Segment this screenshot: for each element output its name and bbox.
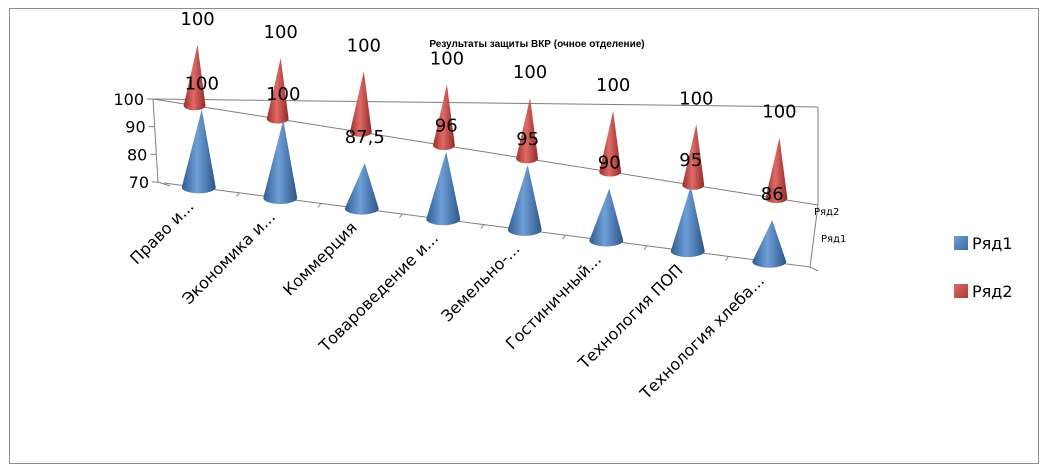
cone-Ряд1-2: [263, 119, 298, 204]
cone-chart: Результаты защиты ВКР (очное отделение) …: [113, 9, 1013, 404]
cone-Ряд2-7: [682, 124, 705, 190]
y-tick-label: 70: [129, 173, 149, 192]
x-tick-mark: [317, 202, 322, 208]
data-label-Ряд2-3: 100: [347, 35, 381, 56]
data-labels-layer: 100 100 100 100 100 100 100 100 100 100 87,5 96 95 90…: [180, 9, 796, 205]
legend-label: Ряд2: [972, 282, 1013, 301]
back-wall-top: [152, 98, 819, 108]
category-label: Коммерция: [279, 218, 360, 299]
x-tick-mark: [236, 192, 240, 197]
cone-Ряд2-5: [516, 97, 538, 164]
x-tick-mark: [480, 224, 485, 229]
data-label-Ряд1-4: 96: [435, 116, 458, 137]
x-tick-mark: [399, 213, 403, 219]
cone-Ряд2-8: [765, 137, 788, 204]
category-label: Право и...: [126, 197, 197, 268]
chart-title: Результаты защиты ВКР (очное отделение): [429, 39, 644, 50]
cone-Ряд1-3: [344, 163, 379, 215]
data-label-Ряд2-7: 100: [679, 88, 713, 109]
depth-axis-label: Ряд2: [814, 207, 839, 218]
category-label: Земельно-...: [437, 239, 523, 325]
cone-Ряд2-1: [183, 44, 206, 111]
category-label: Экономика и...: [178, 207, 279, 308]
depth-axis-label: Ряд1: [821, 234, 846, 245]
cone-Ряд2-2: [266, 58, 289, 124]
data-label-Ряд1-1: 100: [185, 73, 219, 94]
cone-Ряд2-3: [349, 71, 372, 137]
cone-Ряд2-4: [433, 84, 455, 151]
depth-axis-labels: Ряд2 Ряд1: [814, 207, 846, 245]
cone-Ряд1-6: [589, 188, 624, 247]
data-label-Ряд2-5: 100: [513, 62, 547, 83]
legend-label: Ряд1: [972, 234, 1013, 253]
legend: Ряд1 Ряд2: [954, 234, 1013, 301]
y-axis-ticks: 70 80 90 100: [113, 90, 149, 192]
floor-corner: [809, 266, 819, 272]
x-tick-mark: [562, 234, 566, 240]
cone-Ряд1-1: [181, 109, 216, 194]
data-label-Ряд2-6: 100: [596, 75, 630, 96]
cone-Ряд1-8: [752, 220, 787, 268]
data-label-Ряд1-3: 87,5: [345, 127, 385, 148]
data-label-Ряд1-6: 90: [598, 152, 621, 173]
cone-Ряд2-6: [599, 111, 622, 177]
data-label-Ряд1-2: 100: [266, 84, 300, 105]
chart-area: Результаты защиты ВКР (очное отделение) …: [9, 8, 1039, 464]
cones-layer: [181, 44, 788, 268]
x-tick-mark: [725, 256, 729, 261]
data-label-Ряд2-1: 100: [180, 9, 214, 30]
category-labels-layer: Право и...Экономика и... КоммерцияТоваров…: [126, 197, 768, 404]
y-tick-label: 100: [113, 90, 144, 109]
cone-Ряд1-4: [426, 151, 461, 226]
cone-Ряд1-7: [670, 186, 705, 258]
data-label-Ряд2-8: 100: [762, 102, 796, 123]
data-label-Ряд1-7: 95: [679, 150, 702, 171]
cone-Ряд1-5: [507, 164, 542, 236]
y-tick-label: 90: [125, 118, 145, 137]
data-label-Ряд1-5: 95: [516, 129, 539, 150]
data-label-Ряд2-2: 100: [264, 22, 298, 43]
x-tick-mark: [643, 245, 648, 251]
y-tick-label: 80: [127, 145, 147, 164]
legend-swatch: [954, 284, 968, 298]
data-label-Ряд2-4: 100: [430, 49, 464, 70]
category-label: Гостиничный...: [502, 250, 605, 353]
legend-swatch: [954, 236, 968, 250]
data-label-Ряд1-8: 86: [761, 184, 784, 205]
